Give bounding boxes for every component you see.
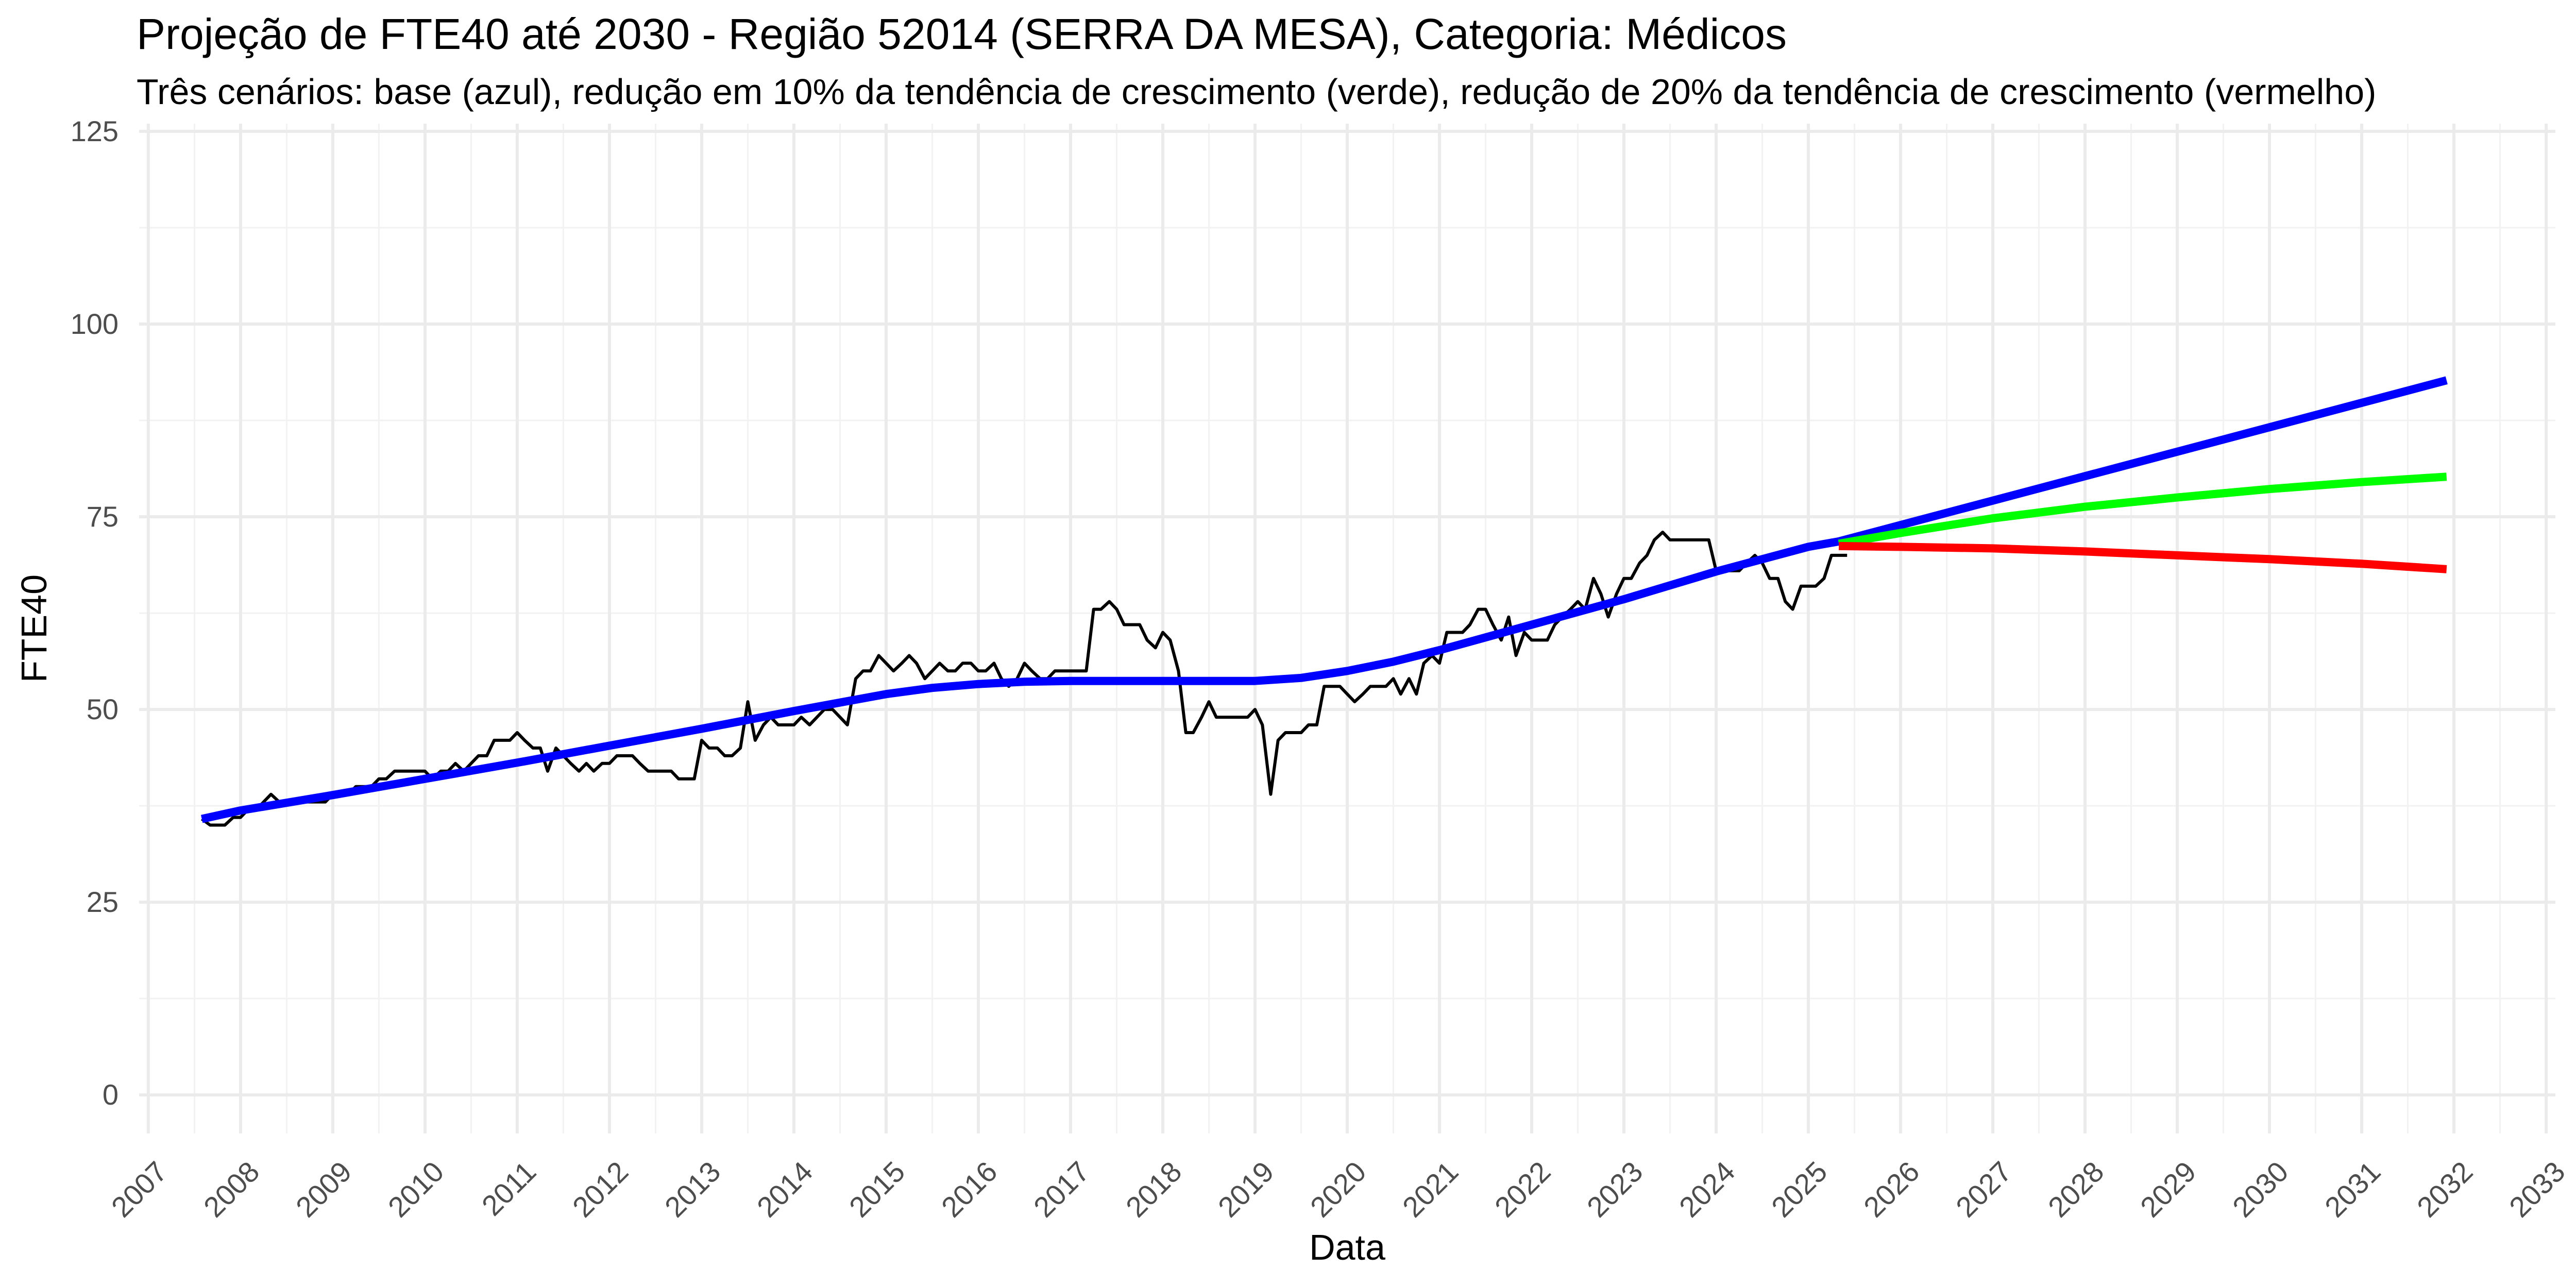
y-tick-label: 75 bbox=[87, 500, 118, 533]
series-line-0 bbox=[200, 531, 1848, 827]
x-tick-label: 2016 bbox=[935, 1155, 1004, 1224]
x-tick-label: 2007 bbox=[105, 1155, 174, 1224]
chart-subtitle: Três cenários: base (azul), redução em 1… bbox=[137, 72, 2377, 112]
x-tick-label: 2019 bbox=[1212, 1155, 1280, 1224]
x-tick-label: 2024 bbox=[1673, 1155, 1741, 1224]
x-tick-label: 2026 bbox=[1857, 1155, 1926, 1224]
x-tick-label: 2009 bbox=[290, 1155, 358, 1224]
x-tick-label: 2028 bbox=[2042, 1155, 2110, 1224]
x-tick-label: 2013 bbox=[658, 1155, 727, 1224]
x-axis-ticks: 2007 2008 2009 2010 2011 2012 2013 2014 2015 2016… bbox=[105, 1155, 2571, 1224]
series-lines bbox=[200, 376, 2448, 827]
x-tick-label: 2022 bbox=[1488, 1155, 1557, 1224]
x-tick-label: 2014 bbox=[751, 1155, 819, 1224]
series-line-2 bbox=[1838, 376, 2448, 546]
series-line-4 bbox=[1838, 541, 2447, 573]
x-axis-title: Data bbox=[1309, 1227, 1385, 1267]
y-axis-ticks: 0 25 50 75 100 125 bbox=[71, 115, 118, 1111]
x-tick-label: 2033 bbox=[2503, 1155, 2571, 1224]
x-tick-label: 2012 bbox=[566, 1155, 635, 1224]
x-tick-label: 2011 bbox=[476, 1155, 543, 1222]
series-line-1 bbox=[200, 537, 1840, 823]
x-tick-label: 2030 bbox=[2226, 1155, 2295, 1224]
x-tick-label: 2031 bbox=[2318, 1155, 2387, 1224]
x-tick-label: 2017 bbox=[1027, 1155, 1096, 1224]
x-tick-label: 2010 bbox=[382, 1155, 450, 1224]
x-tick-label: 2018 bbox=[1120, 1155, 1188, 1224]
y-tick-label: 50 bbox=[87, 693, 118, 725]
x-tick-label: 2020 bbox=[1304, 1155, 1372, 1224]
x-tick-label: 2032 bbox=[2411, 1155, 2479, 1224]
y-tick-label: 125 bbox=[71, 115, 118, 147]
x-tick-label: 2008 bbox=[197, 1155, 266, 1224]
x-tick-label: 2015 bbox=[843, 1155, 911, 1224]
chart-title: Projeção de FTE40 até 2030 - Região 5201… bbox=[137, 10, 1787, 58]
grid-lines bbox=[139, 124, 2555, 1133]
y-tick-label: 25 bbox=[87, 886, 118, 918]
y-axis-title: FTE40 bbox=[14, 574, 54, 683]
y-tick-label: 0 bbox=[103, 1078, 118, 1111]
x-tick-label: 2025 bbox=[1765, 1155, 1834, 1224]
x-tick-label: 2021 bbox=[1396, 1155, 1465, 1224]
series-line-3 bbox=[1838, 472, 2447, 548]
x-tick-label: 2023 bbox=[1581, 1155, 1649, 1224]
x-tick-label: 2027 bbox=[1950, 1155, 2018, 1224]
x-tick-label: 2029 bbox=[2134, 1155, 2202, 1224]
y-tick-label: 100 bbox=[71, 308, 118, 340]
